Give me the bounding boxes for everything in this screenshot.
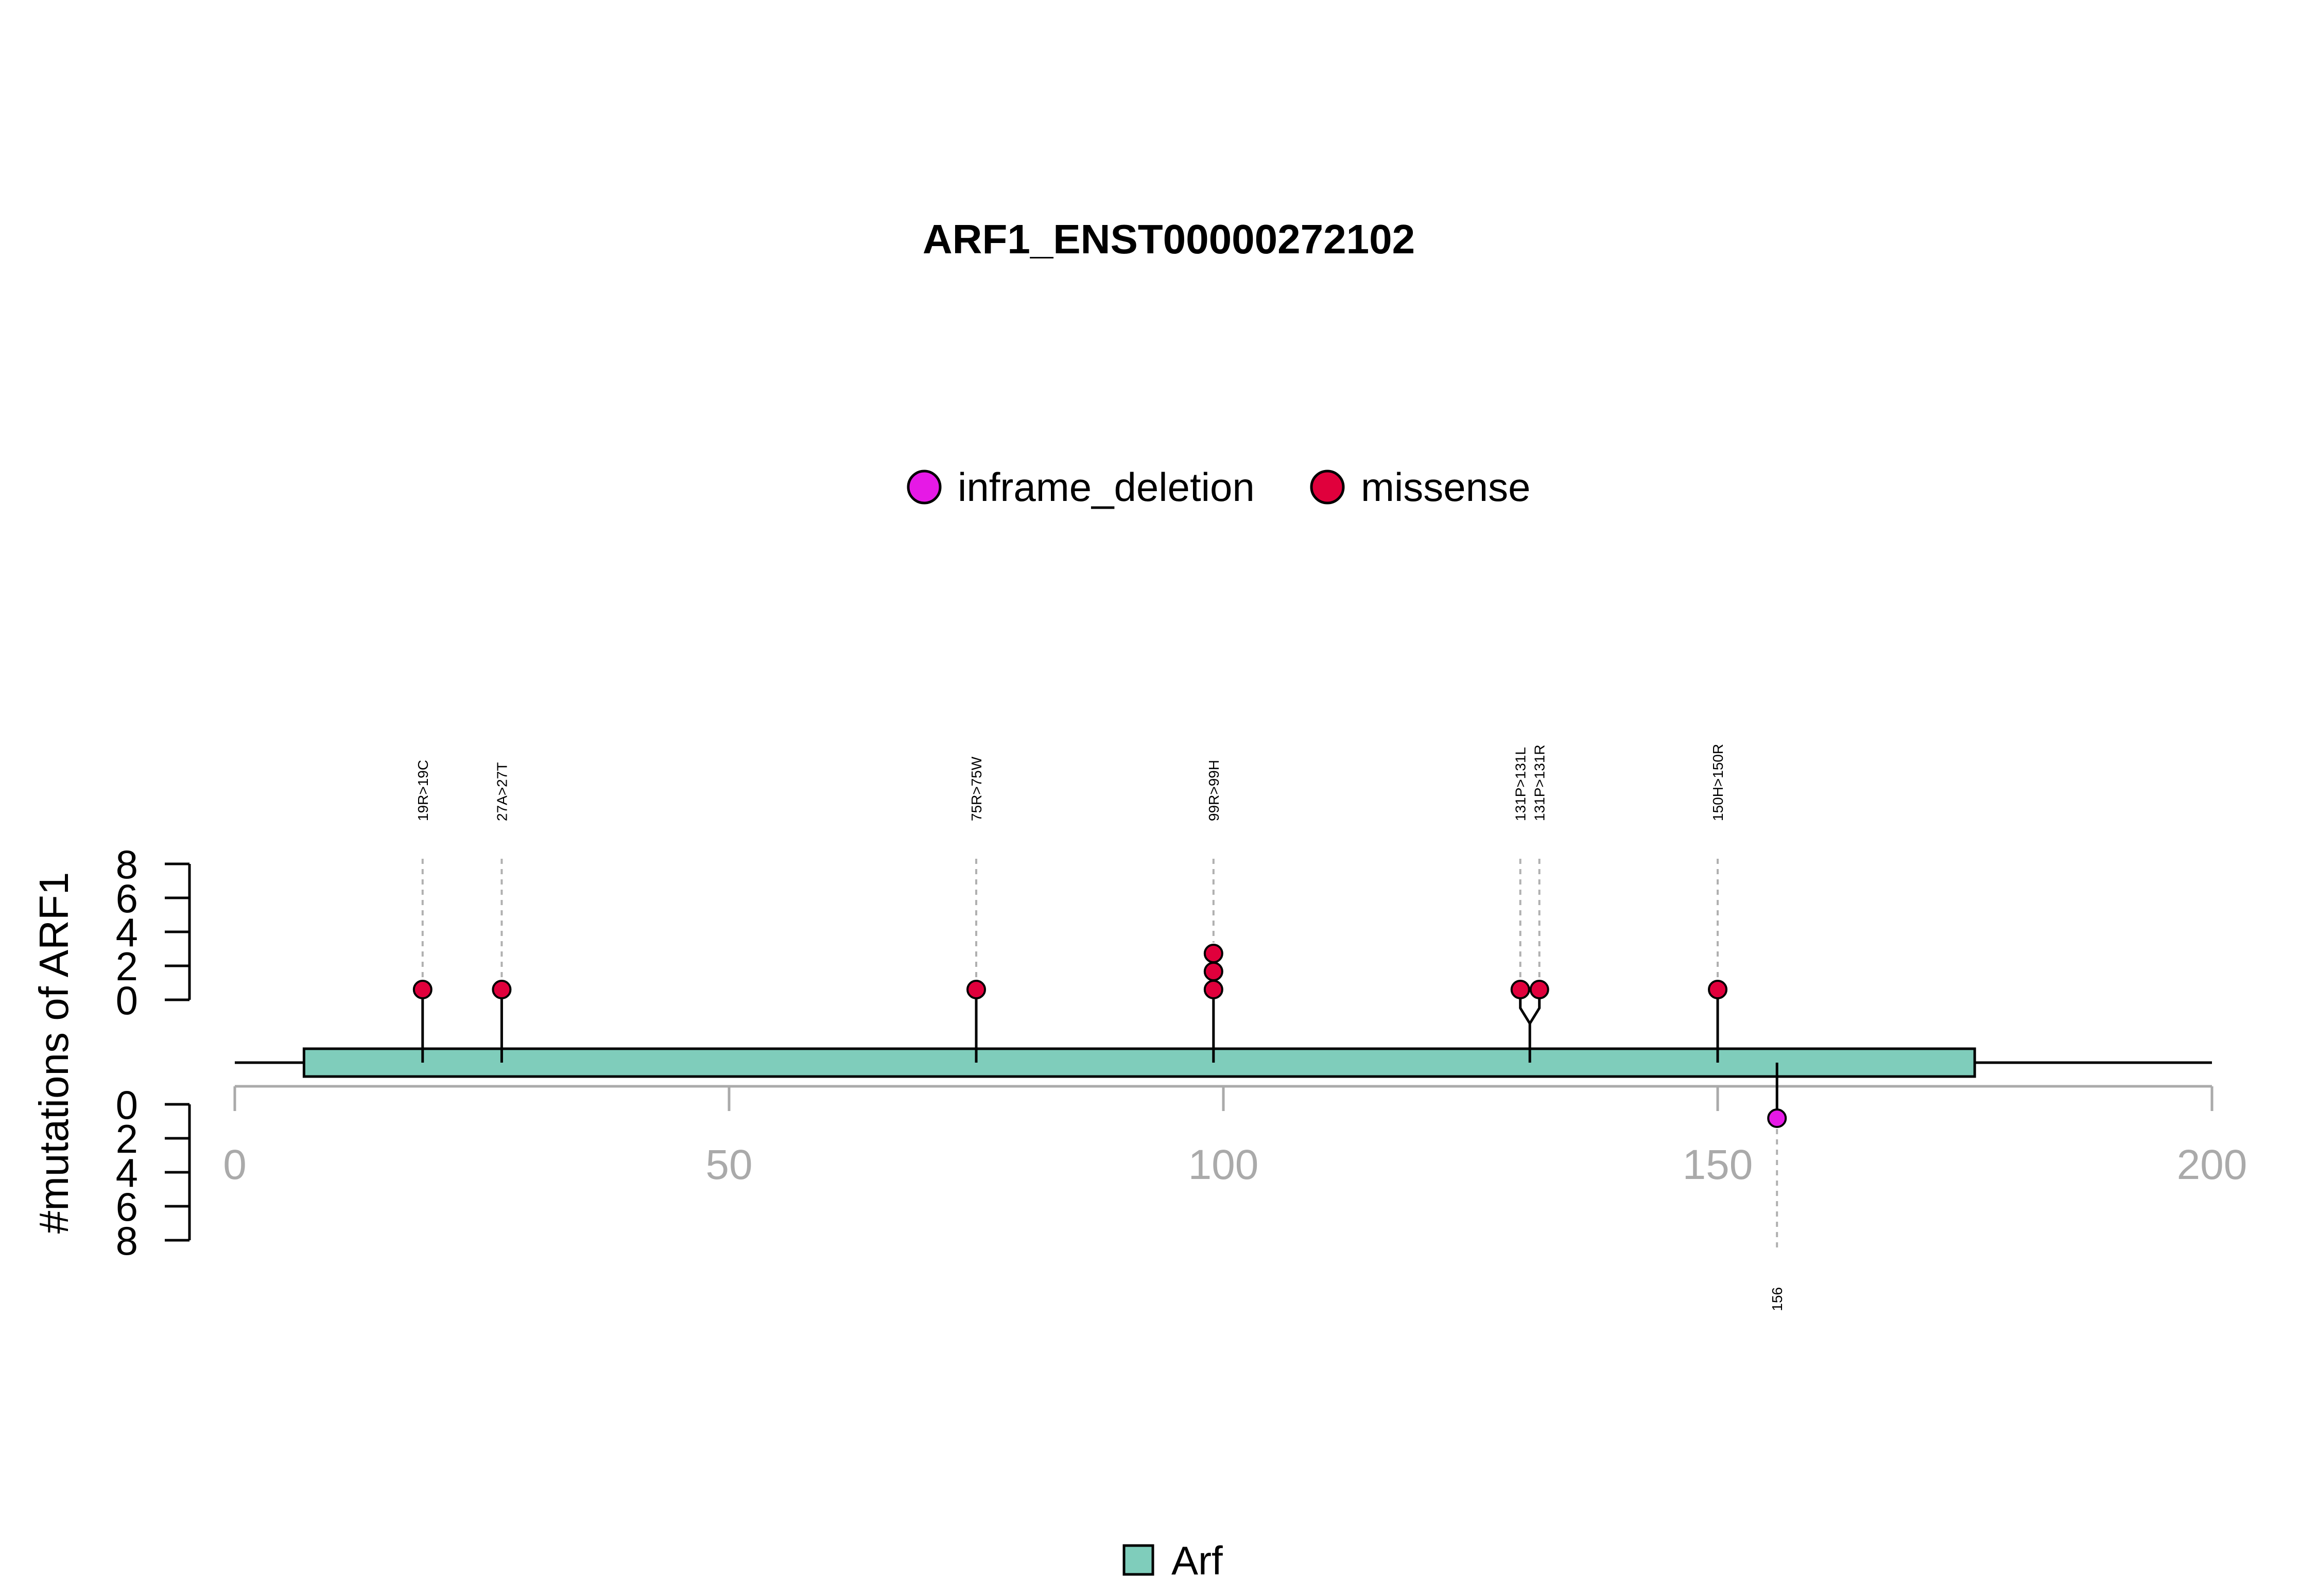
y-tick-label: 2 [116,1116,138,1161]
x-tick-label: 0 [223,1141,247,1188]
y-tick-label: 4 [116,1150,138,1195]
legend-marker-missense [1310,470,1345,505]
y-tick-label: 6 [116,1184,138,1229]
lollipop-head-missense [1529,980,1549,999]
x-tick-label: 100 [1188,1141,1259,1188]
lollipop-head-missense [1203,980,1223,999]
lollipop-head-inframe-deletion [1767,1108,1787,1128]
mutation-label: 19R>19C [415,760,431,821]
legend-label-inframe-deletion: inframe_deletion [958,464,1255,510]
x-tick-label: 150 [1683,1141,1753,1188]
x-tick-label: 200 [2177,1141,2247,1188]
mutation-type-legend: inframe_deletion missense [907,464,1530,510]
domain-legend-swatch [1122,1544,1154,1576]
lollipop-head-missense [1510,980,1530,999]
y-tick-label: 4 [116,910,138,955]
lollipop-head-missense [1708,980,1727,999]
y-tick-label: 6 [116,876,138,921]
y-tick-label: 0 [116,978,138,1023]
lollipop-head-missense [412,980,433,999]
y-tick-label: 8 [116,1218,138,1263]
y-tick-label: 8 [116,842,138,887]
domain-track [302,1047,1976,1078]
x-axis: 0 50 100 150 200 [223,1085,2247,1188]
mutation-label: 99R>99H [1206,760,1222,821]
mutation-label: 131P>131R [1532,744,1548,821]
chart-title: ARF1_ENST00000272102 [923,216,1415,262]
lollipop-head-missense [1203,944,1223,963]
lollipop-head-missense [1203,962,1223,981]
lollipops-bottom: 156 [1767,1063,1787,1311]
domain-arf [302,1047,1976,1078]
mutation-label: 75R>75W [969,756,984,821]
mutation-label: 150H>150R [1710,744,1726,821]
lollipop-head-missense [492,980,512,999]
mutation-label: 27A>27T [494,762,510,821]
lollipops-top: 19R>19C 27A>27T 75R>75W 99R>99H 131P>131L 131… [412,744,1727,1063]
mutation-label: 156 [1769,1287,1785,1311]
legend-label-missense: missense [1361,464,1530,510]
lollipop-head-missense [966,980,986,999]
domain-legend: Arf [1122,1538,1223,1583]
y-axis-label: #mutations of ARF1 [31,872,77,1234]
legend-marker-inframe-deletion [907,470,942,505]
mutation-label: 131P>131L [1513,747,1529,821]
domain-legend-label: Arf [1171,1538,1223,1583]
y-tick-label: 2 [116,944,138,989]
x-tick-label: 50 [705,1141,752,1188]
y-tick-label: 0 [116,1082,138,1127]
